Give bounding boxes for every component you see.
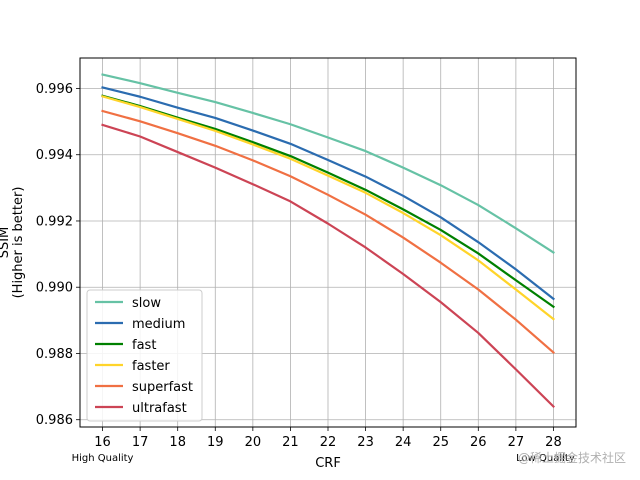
y-tick-label: 0.986 (36, 413, 73, 428)
x-tick-label: 24 (395, 435, 412, 450)
y-tick-label: 0.988 (36, 347, 73, 362)
series-line-fast (101, 94, 555, 309)
x-tick-label: 26 (470, 435, 487, 450)
x-note-low-quality: Low Quality (516, 453, 575, 464)
y-axis-label-line1: SSIM (0, 227, 12, 259)
x-tick-label: 25 (432, 435, 449, 450)
x-tick-label: 16 (94, 435, 111, 450)
series-line-medium (101, 86, 555, 301)
legend: slow medium fast faster superfast ultrafast (86, 289, 203, 422)
watermark-text: @稀土掘金技术社区 (518, 450, 626, 465)
series-lines (101, 73, 556, 409)
x-tick-label: 20 (245, 435, 262, 450)
legend-label-faster: faster (132, 359, 170, 374)
x-tick-label: 28 (545, 435, 562, 450)
legend-label-fast: fast (132, 338, 156, 353)
legend-label-medium: medium (132, 317, 185, 332)
y-axis: 0.986 0.988 0.990 0.992 0.994 0.996 (36, 82, 80, 428)
series-line-faster (101, 95, 555, 321)
y-tick-label: 0.994 (36, 148, 73, 163)
x-tick-label: 27 (508, 435, 525, 450)
y-axis-label-line2: (Higher is better) (11, 187, 26, 299)
legend-label-superfast: superfast (132, 380, 193, 395)
x-tick-label: 22 (320, 435, 337, 450)
x-note-high-quality: High Quality (72, 453, 134, 464)
series-line-ultrafast (101, 123, 556, 409)
y-tick-label: 0.996 (36, 82, 73, 97)
series-line-superfast (101, 109, 556, 355)
x-tick-label: 18 (169, 435, 186, 450)
y-tick-label: 0.992 (36, 214, 73, 229)
x-tick-label: 21 (282, 435, 299, 450)
series-line-slow (101, 73, 555, 254)
y-tick-label: 0.990 (36, 281, 73, 296)
legend-label-slow: slow (132, 296, 161, 311)
x-tick-label: 19 (207, 435, 224, 450)
axis-labels: CRF SSIM (Higher is better) High Quality Low… (0, 187, 575, 471)
x-tick-label: 17 (132, 435, 149, 450)
x-axis: 16 17 18 19 20 21 22 23 24 25 26 27 28 (94, 427, 562, 450)
x-axis-label: CRF (315, 456, 341, 471)
x-tick-label: 23 (357, 435, 374, 450)
legend-label-ultrafast: ultrafast (132, 401, 187, 416)
